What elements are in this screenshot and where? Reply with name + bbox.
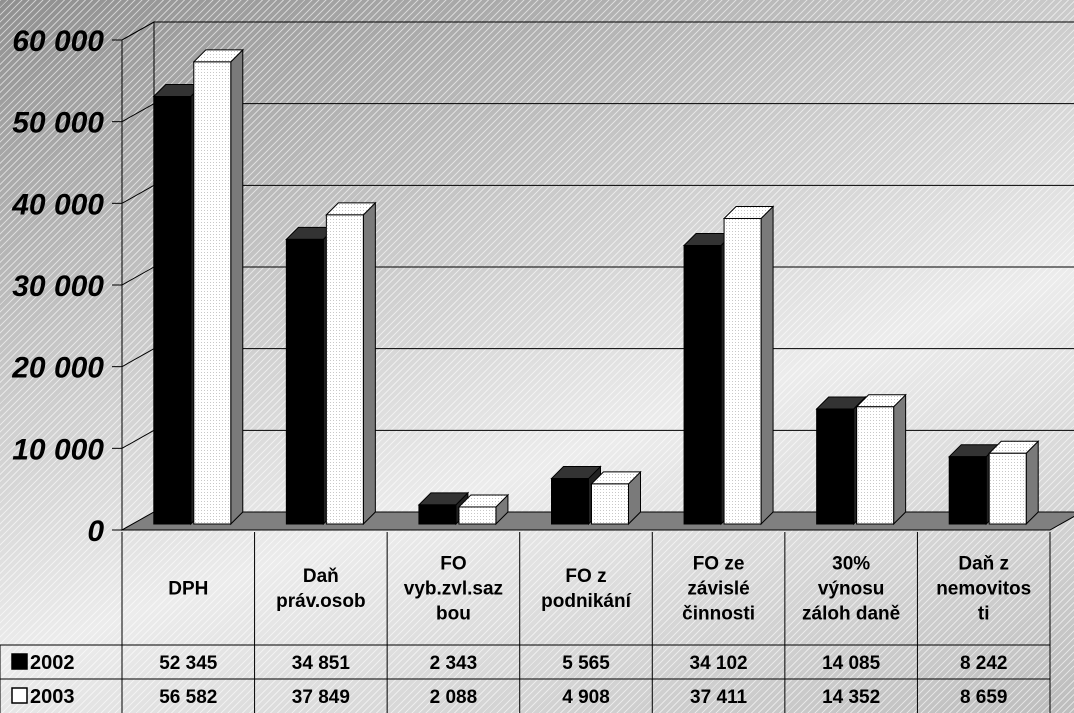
data-table: DPH Daň práv.osob FO vyb.zvl.saz bou FO z podni… [0, 532, 1051, 713]
bar-front [551, 478, 589, 525]
y-tick-label: 10 000 [12, 433, 104, 466]
data-label-2002: 14 085 [822, 653, 881, 674]
data-label-2003: 4 908 [562, 687, 610, 708]
gridline-diagonal [121, 21, 155, 41]
bar-front [683, 245, 722, 525]
bar-side [760, 205, 774, 526]
gridline-diagonal [121, 429, 155, 449]
gridline-diagonal [121, 266, 155, 286]
category-label: práv.osob [276, 591, 365, 612]
bars [152, 48, 1040, 526]
bar-2003-2 [457, 493, 510, 526]
category-label: 30% [832, 554, 870, 575]
category-label: záloh daně [802, 604, 900, 625]
data-label-2003: 14 352 [822, 687, 880, 708]
data-label-2003: 2 088 [430, 687, 478, 708]
category-label: vyb.zvl.saz [404, 579, 503, 600]
data-label-2003: 37 849 [292, 687, 350, 708]
data-label-2002: 8 242 [960, 653, 1008, 674]
y-tick-label: 60 000 [12, 25, 104, 58]
bar-front [153, 96, 192, 525]
category-label: DPH [168, 579, 208, 600]
legend-key-2003 [11, 687, 28, 704]
bar-2003-3 [590, 470, 642, 526]
bar-front [285, 238, 324, 525]
bar-front [458, 506, 497, 525]
bar-2003-0 [192, 48, 244, 526]
data-label-2002: 34 851 [292, 653, 351, 674]
gridline-diagonal [121, 103, 155, 123]
category-label: podnikání [541, 591, 631, 612]
category-label: ti [978, 604, 990, 625]
category-label: nemovitos [936, 579, 1031, 600]
data-label-2003: 56 582 [159, 687, 217, 708]
plot-back-wall [121, 21, 1074, 531]
category-label: výnosu [818, 579, 885, 600]
bar-2003-4 [722, 205, 775, 526]
legend-label-2002: 2002 [30, 652, 75, 674]
gridline-diagonal [121, 348, 155, 368]
category-label: FO ze [693, 554, 745, 575]
bar-2003-1 [325, 201, 377, 526]
category-label: činnosti [682, 604, 755, 625]
bar-front [193, 61, 232, 525]
bar-side [893, 393, 907, 526]
bar-front [591, 483, 629, 525]
gridlines [121, 21, 1074, 449]
bar-front [325, 214, 364, 525]
bar-side [362, 201, 376, 526]
y-tick-label: 50 000 [12, 107, 104, 140]
bar-front [948, 456, 987, 525]
y-tick-label: 30 000 [12, 270, 104, 303]
y-tick-label: 40 000 [11, 188, 104, 221]
legend-label-2003: 2003 [30, 686, 75, 708]
data-label-2003: 37 411 [690, 687, 747, 708]
data-label-2002: 52 345 [159, 653, 218, 674]
bar-side [230, 48, 244, 526]
category-label: Daň [303, 566, 339, 587]
category-label: FO z [565, 566, 606, 587]
data-label-2002: 2 343 [430, 653, 478, 674]
data-label-2002: 5 565 [562, 653, 610, 674]
bar-side [1025, 440, 1039, 526]
bar-front [816, 408, 855, 525]
bar-front [723, 217, 762, 525]
bar-2003-6 [988, 440, 1040, 526]
bar-front [988, 452, 1027, 525]
y-axis: 0 10 000 20 000 30 000 40 000 50 000 60 000 [11, 25, 123, 548]
y-tick-label: 20 000 [11, 352, 104, 385]
category-label: Daň z [958, 554, 1009, 575]
gridline-diagonal [121, 184, 155, 204]
category-label: bou [436, 604, 471, 625]
data-label-2003: 8 659 [960, 687, 1008, 708]
category-label: závislé [687, 579, 749, 600]
y-tick-label: 0 [87, 515, 104, 548]
category-label: FO [440, 554, 466, 575]
data-label-2002: 34 102 [690, 653, 748, 674]
bar-front [856, 406, 895, 525]
legend-key-2002 [11, 653, 28, 670]
bar-2003-5 [855, 393, 907, 526]
bar-front [418, 504, 457, 525]
